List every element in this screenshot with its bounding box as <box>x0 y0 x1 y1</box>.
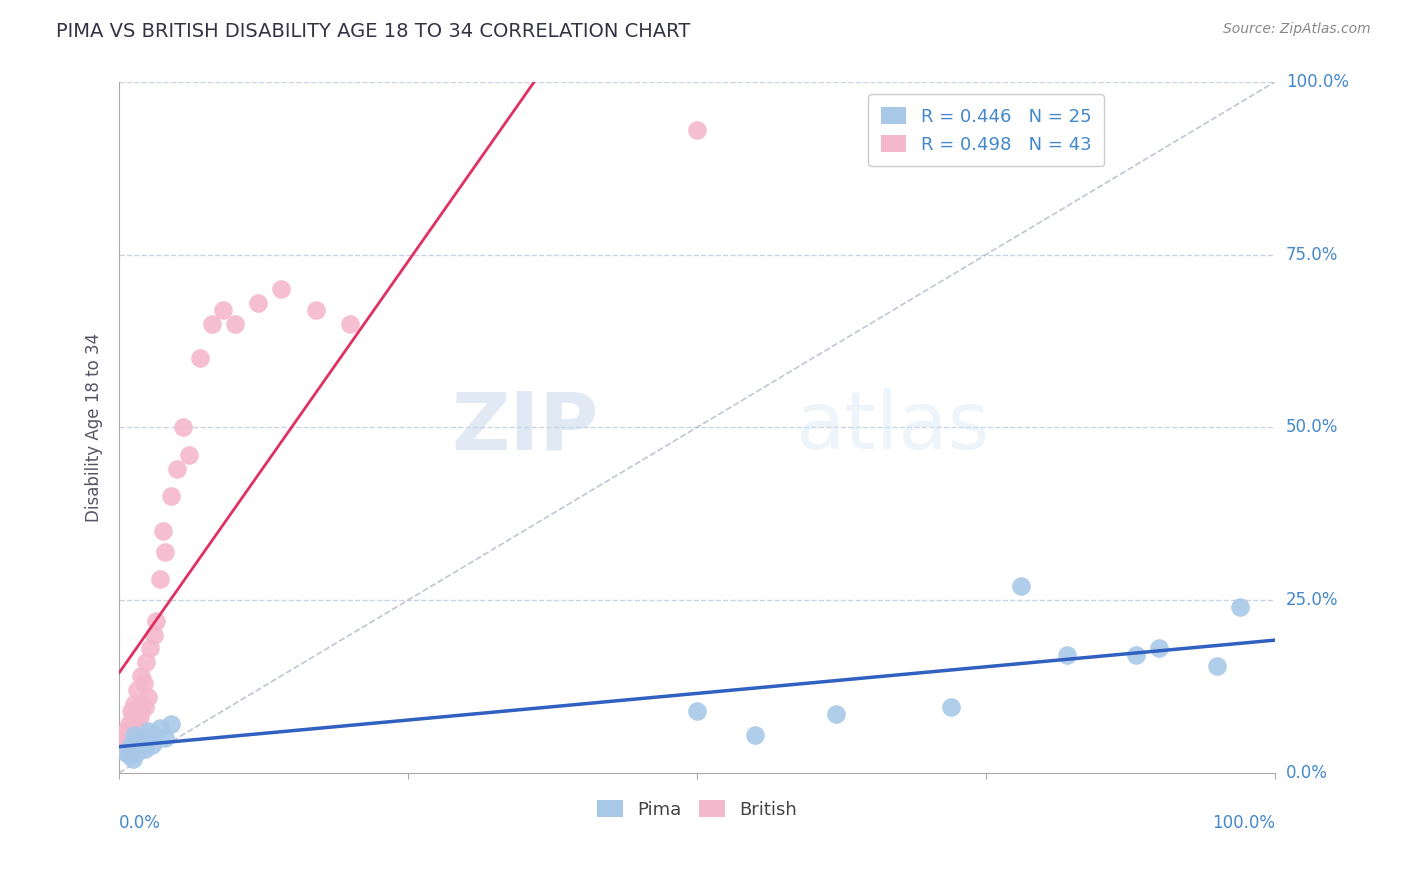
Text: atlas: atlas <box>796 388 990 467</box>
Point <box>111 738 134 752</box>
Point <box>127 721 149 735</box>
Point <box>120 724 142 739</box>
Point <box>149 572 172 586</box>
Point <box>152 524 174 538</box>
Point <box>131 697 153 711</box>
Point <box>1125 648 1147 663</box>
Text: 75.0%: 75.0% <box>1286 245 1339 264</box>
Point <box>145 614 167 628</box>
Point <box>1206 658 1229 673</box>
Point <box>155 731 177 746</box>
Point <box>135 655 157 669</box>
Text: ZIP: ZIP <box>451 388 599 467</box>
Point <box>124 721 146 735</box>
Text: 100.0%: 100.0% <box>1212 814 1275 832</box>
Point <box>160 490 183 504</box>
Point <box>122 710 145 724</box>
Text: 100.0%: 100.0% <box>1286 73 1348 91</box>
Point <box>124 728 146 742</box>
Point <box>121 731 143 746</box>
Point <box>114 731 136 746</box>
Point <box>686 123 709 137</box>
Point <box>149 721 172 735</box>
Point <box>142 728 165 742</box>
Point <box>166 462 188 476</box>
Point <box>118 734 141 748</box>
Point <box>117 745 139 759</box>
Point <box>188 351 211 366</box>
Point <box>114 745 136 759</box>
Point <box>212 302 235 317</box>
Point <box>122 752 145 766</box>
Point <box>129 669 152 683</box>
Point <box>120 704 142 718</box>
Point <box>224 317 246 331</box>
Point <box>125 682 148 697</box>
Point <box>1056 648 1078 663</box>
Point <box>141 738 163 752</box>
Point <box>305 302 328 317</box>
Y-axis label: Disability Age 18 to 34: Disability Age 18 to 34 <box>86 333 103 522</box>
Legend: Pima, British: Pima, British <box>591 793 804 826</box>
Point <box>177 448 200 462</box>
Point <box>132 676 155 690</box>
Text: 25.0%: 25.0% <box>1286 591 1339 609</box>
Point <box>117 717 139 731</box>
Point <box>117 748 139 763</box>
Point <box>1010 579 1032 593</box>
Point <box>124 697 146 711</box>
Text: PIMA VS BRITISH DISABILITY AGE 18 TO 34 CORRELATION CHART: PIMA VS BRITISH DISABILITY AGE 18 TO 34 … <box>56 22 690 41</box>
Text: Source: ZipAtlas.com: Source: ZipAtlas.com <box>1223 22 1371 37</box>
Point <box>824 706 846 721</box>
Point <box>155 544 177 558</box>
Point <box>139 641 162 656</box>
Text: 50.0%: 50.0% <box>1286 418 1339 436</box>
Point <box>941 700 963 714</box>
Point <box>124 728 146 742</box>
Point <box>1147 641 1170 656</box>
Point <box>134 700 156 714</box>
Point <box>115 724 138 739</box>
Point <box>136 690 159 704</box>
Text: 0.0%: 0.0% <box>120 814 162 832</box>
Point <box>686 704 709 718</box>
Point <box>142 627 165 641</box>
Point <box>129 734 152 748</box>
Point <box>136 724 159 739</box>
Point <box>1229 599 1251 614</box>
Point <box>128 704 150 718</box>
Point <box>129 710 152 724</box>
Point <box>125 717 148 731</box>
Point <box>201 317 224 331</box>
Point <box>270 282 292 296</box>
Point <box>744 728 766 742</box>
Point <box>120 738 142 752</box>
Text: 0.0%: 0.0% <box>1286 764 1327 781</box>
Point <box>131 731 153 746</box>
Point <box>160 717 183 731</box>
Point <box>246 296 269 310</box>
Point <box>125 745 148 759</box>
Point <box>172 420 194 434</box>
Point <box>134 741 156 756</box>
Point <box>339 317 361 331</box>
